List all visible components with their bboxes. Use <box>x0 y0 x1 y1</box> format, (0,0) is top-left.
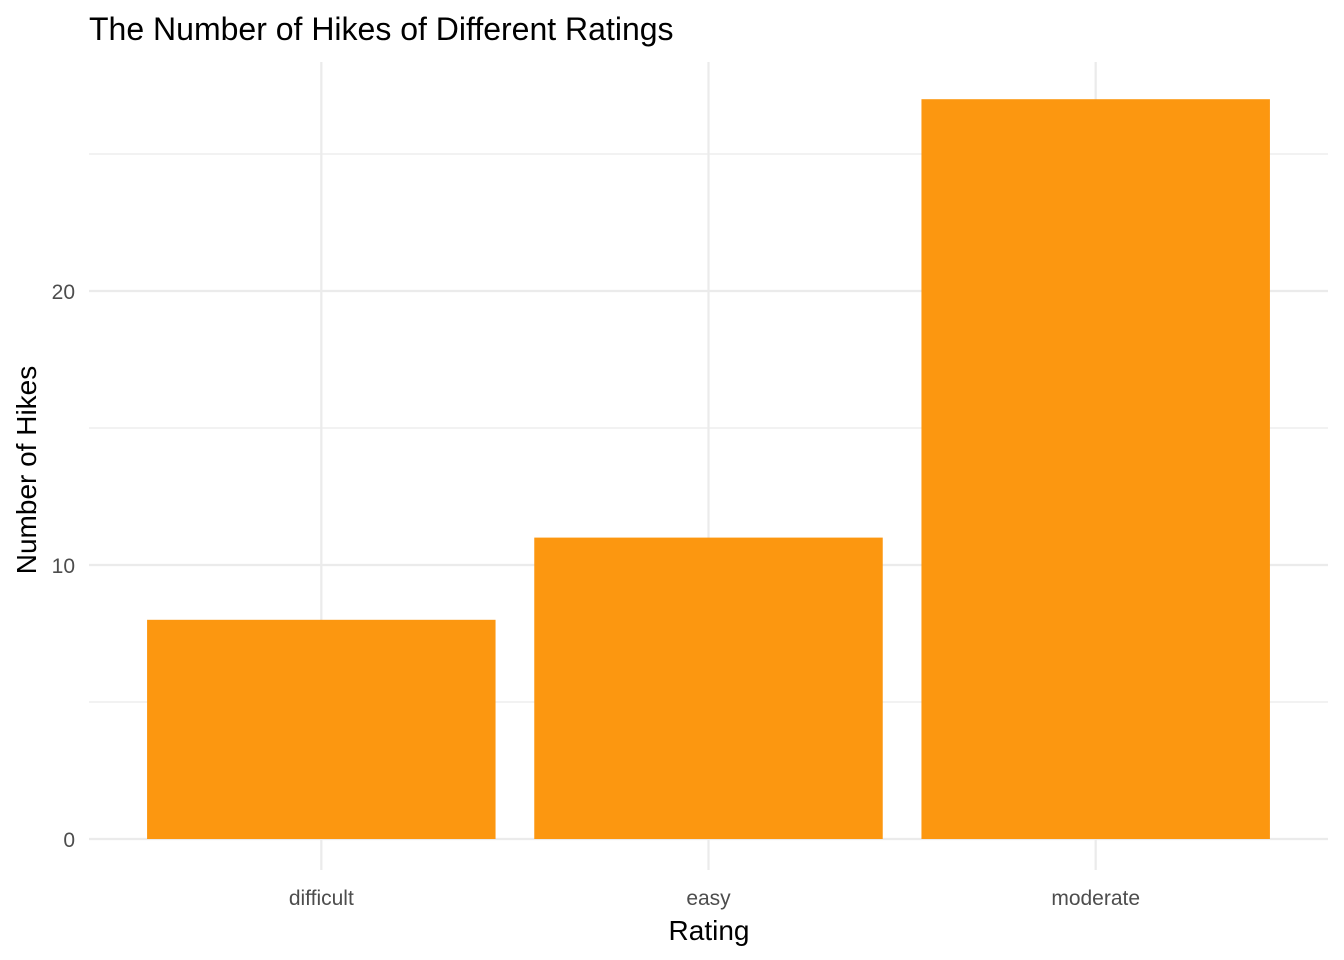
x-tick-label: moderate <box>1051 887 1140 910</box>
bar-easy <box>534 537 883 839</box>
bar-difficult <box>147 619 496 839</box>
y-tick-label: 0 <box>63 829 75 852</box>
y-axis-ticks: 0 10 20 <box>52 281 75 852</box>
chart-title: The Number of Hikes of Different Ratings <box>89 11 674 47</box>
x-tick-label: difficult <box>289 887 354 910</box>
y-tick-label: 20 <box>52 281 75 304</box>
x-axis-ticks: difficult easy moderate <box>289 887 1140 910</box>
y-axis-title: Number of Hikes <box>11 366 42 575</box>
bar-moderate <box>921 99 1270 839</box>
y-tick-label: 10 <box>52 555 75 578</box>
x-tick-label: easy <box>686 887 731 910</box>
bars <box>147 99 1270 839</box>
x-axis-title: Rating <box>669 915 750 946</box>
